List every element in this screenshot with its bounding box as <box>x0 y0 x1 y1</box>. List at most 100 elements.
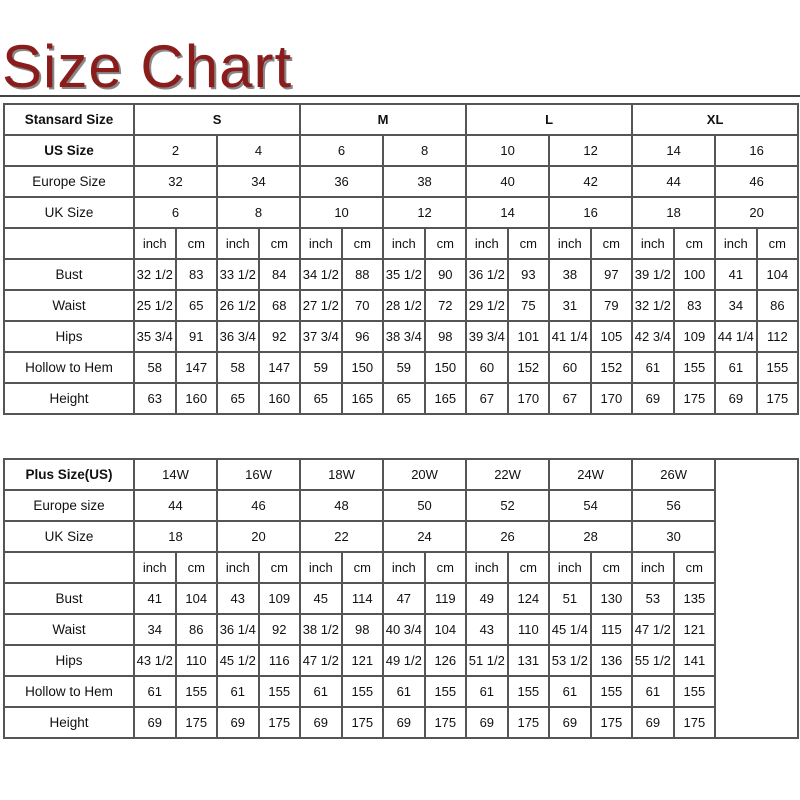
row-label: UK Size <box>3 196 135 229</box>
size-cell: 44 <box>631 165 717 198</box>
value-cell: 67 <box>548 382 592 415</box>
value-cell: 175 <box>755 382 800 415</box>
value-cell: 61 <box>216 675 260 708</box>
unit-cm: cm <box>340 227 385 260</box>
value-cell: 152 <box>589 351 634 384</box>
value-cell: 175 <box>257 706 302 739</box>
size-cell: 16W <box>216 458 302 491</box>
value-cell: 25 1/2 <box>133 289 177 322</box>
row-label: Plus Size(US) <box>3 458 135 491</box>
value-cell: 97 <box>589 258 634 291</box>
unit-inch: inch <box>133 551 177 584</box>
value-cell: 39 3/4 <box>465 320 509 353</box>
value-cell: 100 <box>672 258 717 291</box>
value-cell: 35 1/2 <box>382 258 426 291</box>
value-cell: 104 <box>174 582 219 615</box>
value-cell: 72 <box>423 289 468 322</box>
value-cell: 147 <box>174 351 218 384</box>
row-label: Bust <box>3 582 135 615</box>
unit-cm: cm <box>672 227 717 260</box>
value-cell: 69 <box>548 706 592 739</box>
value-cell: 40 3/4 <box>382 613 426 646</box>
value-cell: 59 <box>299 351 343 384</box>
uk-size-row: UK Size 6 8 10 12 14 16 18 20 <box>3 196 800 229</box>
value-cell: 44 1/4 <box>714 320 758 353</box>
value-cell: 86 <box>755 289 800 322</box>
row-label: US Size <box>3 134 135 167</box>
value-cell: 105 <box>589 320 634 353</box>
value-cell: 53 <box>631 582 675 615</box>
unit-inch: inch <box>382 551 426 584</box>
size-cell: 20 <box>216 520 302 553</box>
value-cell: 34 <box>133 613 177 646</box>
size-cell: 48 <box>299 489 385 522</box>
standard-size-table: Stansard Size S M L XL US Size 2 4 6 8 10 12 14 16 Eur… <box>3 103 800 415</box>
unit-inch: inch <box>216 551 260 584</box>
measurement-row: Hollow to Hem 58 147 58 147 59 150 59 150 60 152 60… <box>3 351 800 384</box>
value-cell: 109 <box>257 582 302 615</box>
value-cell: 36 1/2 <box>465 258 509 291</box>
value-cell: 119 <box>423 582 468 615</box>
value-cell: 175 <box>174 706 219 739</box>
value-cell: 65 <box>216 382 260 415</box>
unit-inch: inch <box>465 551 509 584</box>
measurement-row: Hollow to Hem 61 155 61 155 61 155 61 155 61 155 61… <box>3 675 798 708</box>
unit-inch: inch <box>216 227 260 260</box>
value-cell: 79 <box>589 289 634 322</box>
value-cell: 150 <box>340 351 385 384</box>
value-cell: 45 1/4 <box>548 613 592 646</box>
value-cell: 92 <box>257 613 302 646</box>
value-cell: 130 <box>589 582 634 615</box>
size-group-s: S <box>132 103 302 136</box>
row-label: Hollow to Hem <box>3 351 135 384</box>
value-cell: 124 <box>506 582 551 615</box>
value-cell: 27 1/2 <box>299 289 343 322</box>
size-cell: 20 <box>714 196 800 229</box>
row-label: Hips <box>3 644 135 677</box>
value-cell: 109 <box>672 320 717 353</box>
unit-inch: inch <box>299 227 343 260</box>
value-cell: 131 <box>506 644 551 677</box>
value-cell: 155 <box>257 675 302 708</box>
size-cell: 4 <box>215 134 302 167</box>
unit-inch: inch <box>382 227 426 260</box>
value-cell: 36 3/4 <box>216 320 260 353</box>
unit-cm: cm <box>174 227 218 260</box>
unit-inch: inch <box>465 227 509 260</box>
measurement-row: Bust 41 104 43 109 45 114 47 119 49 124 51 130 53 135 <box>3 582 798 615</box>
size-cell: 6 <box>299 134 385 167</box>
value-cell: 29 1/2 <box>465 289 509 322</box>
value-cell: 32 1/2 <box>631 289 675 322</box>
measurement-row: Height 69 175 69 175 69 175 69 175 69 175 69 175 69 17… <box>3 706 798 739</box>
size-cell: 16 <box>548 196 634 229</box>
size-cell: 46 <box>714 165 800 198</box>
unit-cm: cm <box>755 227 800 260</box>
size-cell: 2 <box>133 134 218 167</box>
value-cell: 170 <box>506 382 551 415</box>
value-cell: 90 <box>423 258 468 291</box>
value-cell: 61 <box>133 675 177 708</box>
size-cell: 36 <box>299 165 385 198</box>
value-cell: 155 <box>672 351 717 384</box>
header-row: Plus Size(US) 14W 16W 18W 20W 22W 24W 26W <box>3 458 800 739</box>
row-label: Europe Size <box>3 165 135 198</box>
value-cell: 65 <box>174 289 218 322</box>
value-cell: 69 <box>631 706 675 739</box>
value-cell: 31 <box>548 289 592 322</box>
value-cell: 68 <box>257 289 302 322</box>
size-cell: 52 <box>465 489 551 522</box>
measurement-row: Height 63 160 65 160 65 165 65 165 67 170 67 170 69 17… <box>3 382 800 415</box>
value-cell: 155 <box>589 675 634 708</box>
size-cell: 44 <box>132 489 219 522</box>
value-cell: 152 <box>506 351 551 384</box>
size-cell: 14 <box>631 134 717 167</box>
value-cell: 110 <box>506 613 551 646</box>
value-cell: 83 <box>174 258 218 291</box>
title-divider <box>0 95 800 97</box>
value-cell: 61 <box>465 675 509 708</box>
value-cell: 121 <box>340 644 385 677</box>
row-label: Bust <box>3 258 135 291</box>
size-cell: 38 <box>382 165 468 198</box>
row-label: Hips <box>3 320 135 353</box>
empty-cell <box>3 227 135 260</box>
